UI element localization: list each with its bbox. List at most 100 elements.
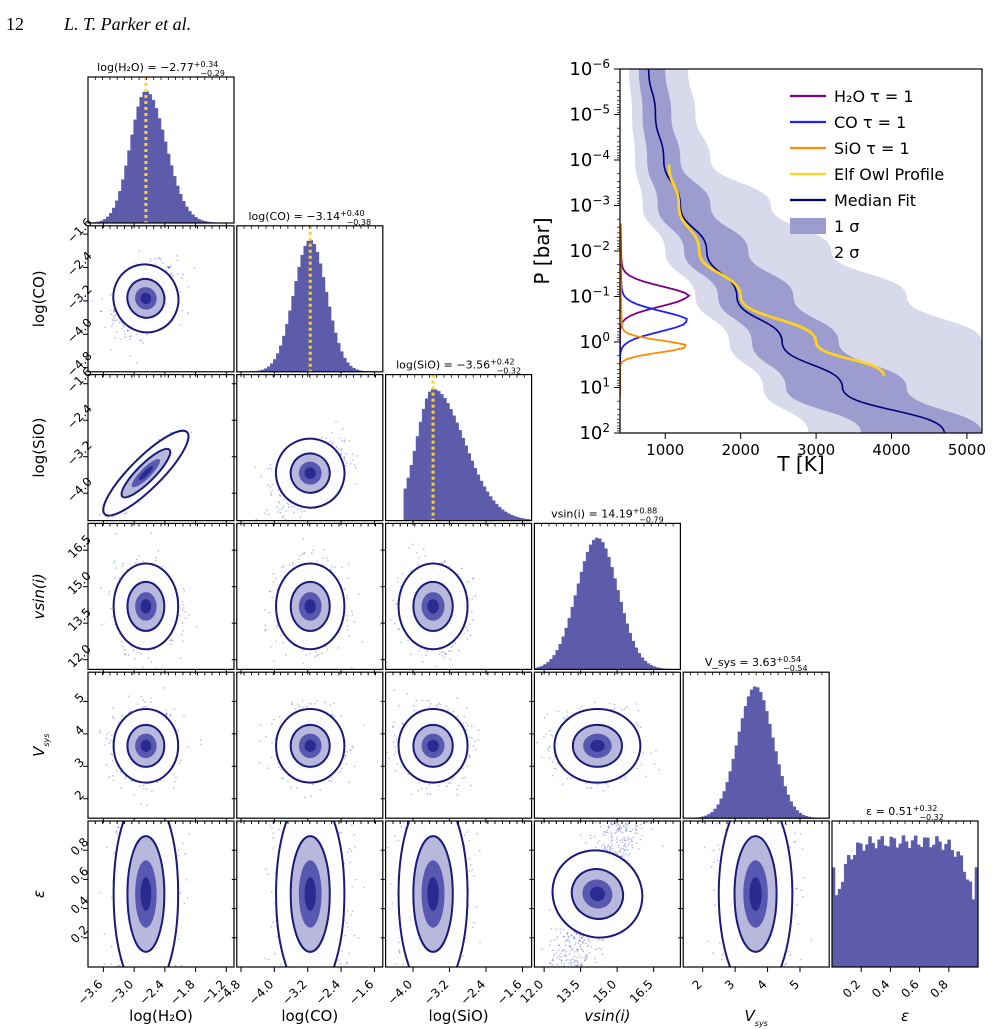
sample-point — [272, 572, 275, 575]
sample-point — [101, 623, 103, 626]
sample-point — [469, 623, 471, 626]
sample-point — [410, 653, 412, 656]
sample-point — [425, 654, 427, 657]
sample-point — [352, 453, 354, 455]
sample-point — [314, 655, 316, 658]
sample-point — [142, 342, 144, 344]
sample-point — [325, 437, 327, 440]
sample-point — [129, 338, 131, 341]
sample-point — [183, 714, 185, 717]
sample-point — [352, 459, 354, 461]
sample-point — [292, 561, 294, 564]
sample-point — [182, 587, 185, 590]
sample-point — [130, 335, 132, 337]
sample-point — [176, 255, 178, 257]
sample-point — [143, 787, 145, 790]
corner-diagonal-h2o: log(H₂O) = −2.77+0.34 −0.29 — [87, 60, 235, 228]
density-peak — [138, 466, 153, 481]
sample-point — [264, 628, 267, 631]
histogram-h2o — [87, 91, 235, 224]
sample-point — [390, 619, 392, 621]
sample-point — [172, 274, 174, 277]
sample-point — [188, 614, 190, 616]
sample-point — [129, 355, 131, 357]
sample-point — [450, 646, 453, 648]
scatter-body — [254, 420, 358, 521]
sample-point — [136, 561, 139, 564]
sample-point — [463, 632, 465, 635]
sample-point — [124, 653, 126, 656]
sample-point — [109, 294, 112, 296]
sample-point — [181, 640, 184, 642]
sample-point — [140, 339, 142, 341]
sample-point — [282, 641, 284, 644]
sample-point — [104, 326, 106, 328]
sample-point — [264, 624, 267, 627]
scatter-body — [98, 687, 202, 806]
corner-scatter-sio-vsini — [380, 522, 533, 675]
sample-point — [471, 619, 474, 622]
sample-point — [277, 488, 279, 491]
y-tick-label: −4.0 — [64, 474, 95, 505]
sample-point — [155, 559, 157, 562]
sample-point — [302, 538, 305, 540]
sample-point — [316, 560, 319, 562]
sample-point — [357, 593, 360, 595]
sample-point — [392, 599, 395, 602]
sample-point — [135, 333, 138, 336]
sample-point — [114, 567, 117, 569]
sample-point — [127, 653, 130, 656]
sample-point — [111, 754, 114, 757]
sample-point — [172, 773, 175, 776]
sample-point — [397, 628, 400, 630]
sample-point — [178, 614, 181, 617]
sample-point — [268, 611, 271, 614]
sample-point — [113, 320, 116, 322]
sample-point — [166, 266, 169, 268]
sample-point — [116, 319, 118, 322]
sample-point — [183, 590, 186, 593]
sample-point — [174, 780, 176, 783]
sample-point — [271, 483, 274, 486]
sample-point — [338, 576, 340, 579]
sample-point — [121, 327, 123, 330]
sample-point — [293, 506, 296, 508]
sample-point — [275, 577, 277, 580]
sample-point — [346, 597, 348, 600]
sample-point — [154, 257, 156, 260]
panel-title-co: log(CO) = −3.14+0.40 −0.38 — [248, 208, 371, 226]
sample-point — [326, 557, 328, 559]
sample-point — [327, 560, 329, 562]
sample-point — [150, 661, 153, 663]
sample-point — [110, 313, 113, 316]
sample-point — [407, 639, 409, 642]
sample-point — [417, 563, 419, 566]
sample-point — [276, 626, 279, 629]
sample-point — [426, 650, 429, 652]
sample-point — [275, 640, 277, 643]
panel-title-vsini: vsin(i) = 14.19+0.88 −0.79 — [551, 506, 664, 524]
sample-point — [170, 431, 172, 434]
sample-point — [280, 634, 282, 636]
sample-point — [296, 508, 299, 511]
page-authors: L. T. Parker et al. — [64, 14, 192, 34]
sample-point — [441, 562, 444, 564]
sample-point — [343, 588, 346, 590]
sample-point — [351, 667, 353, 669]
sample-point — [130, 645, 133, 648]
sample-point — [394, 603, 397, 605]
sample-point — [471, 598, 474, 600]
sample-point — [418, 557, 421, 559]
sample-point — [311, 552, 313, 554]
sample-point — [179, 657, 182, 660]
sample-point — [314, 650, 317, 653]
sample-point — [394, 622, 396, 625]
sample-point — [129, 335, 131, 338]
sample-point — [168, 266, 170, 269]
sample-point — [340, 449, 342, 452]
sample-point — [168, 267, 170, 270]
sample-point — [303, 551, 306, 554]
sample-point — [190, 431, 193, 433]
sample-point — [281, 507, 283, 510]
sample-point — [124, 512, 126, 515]
